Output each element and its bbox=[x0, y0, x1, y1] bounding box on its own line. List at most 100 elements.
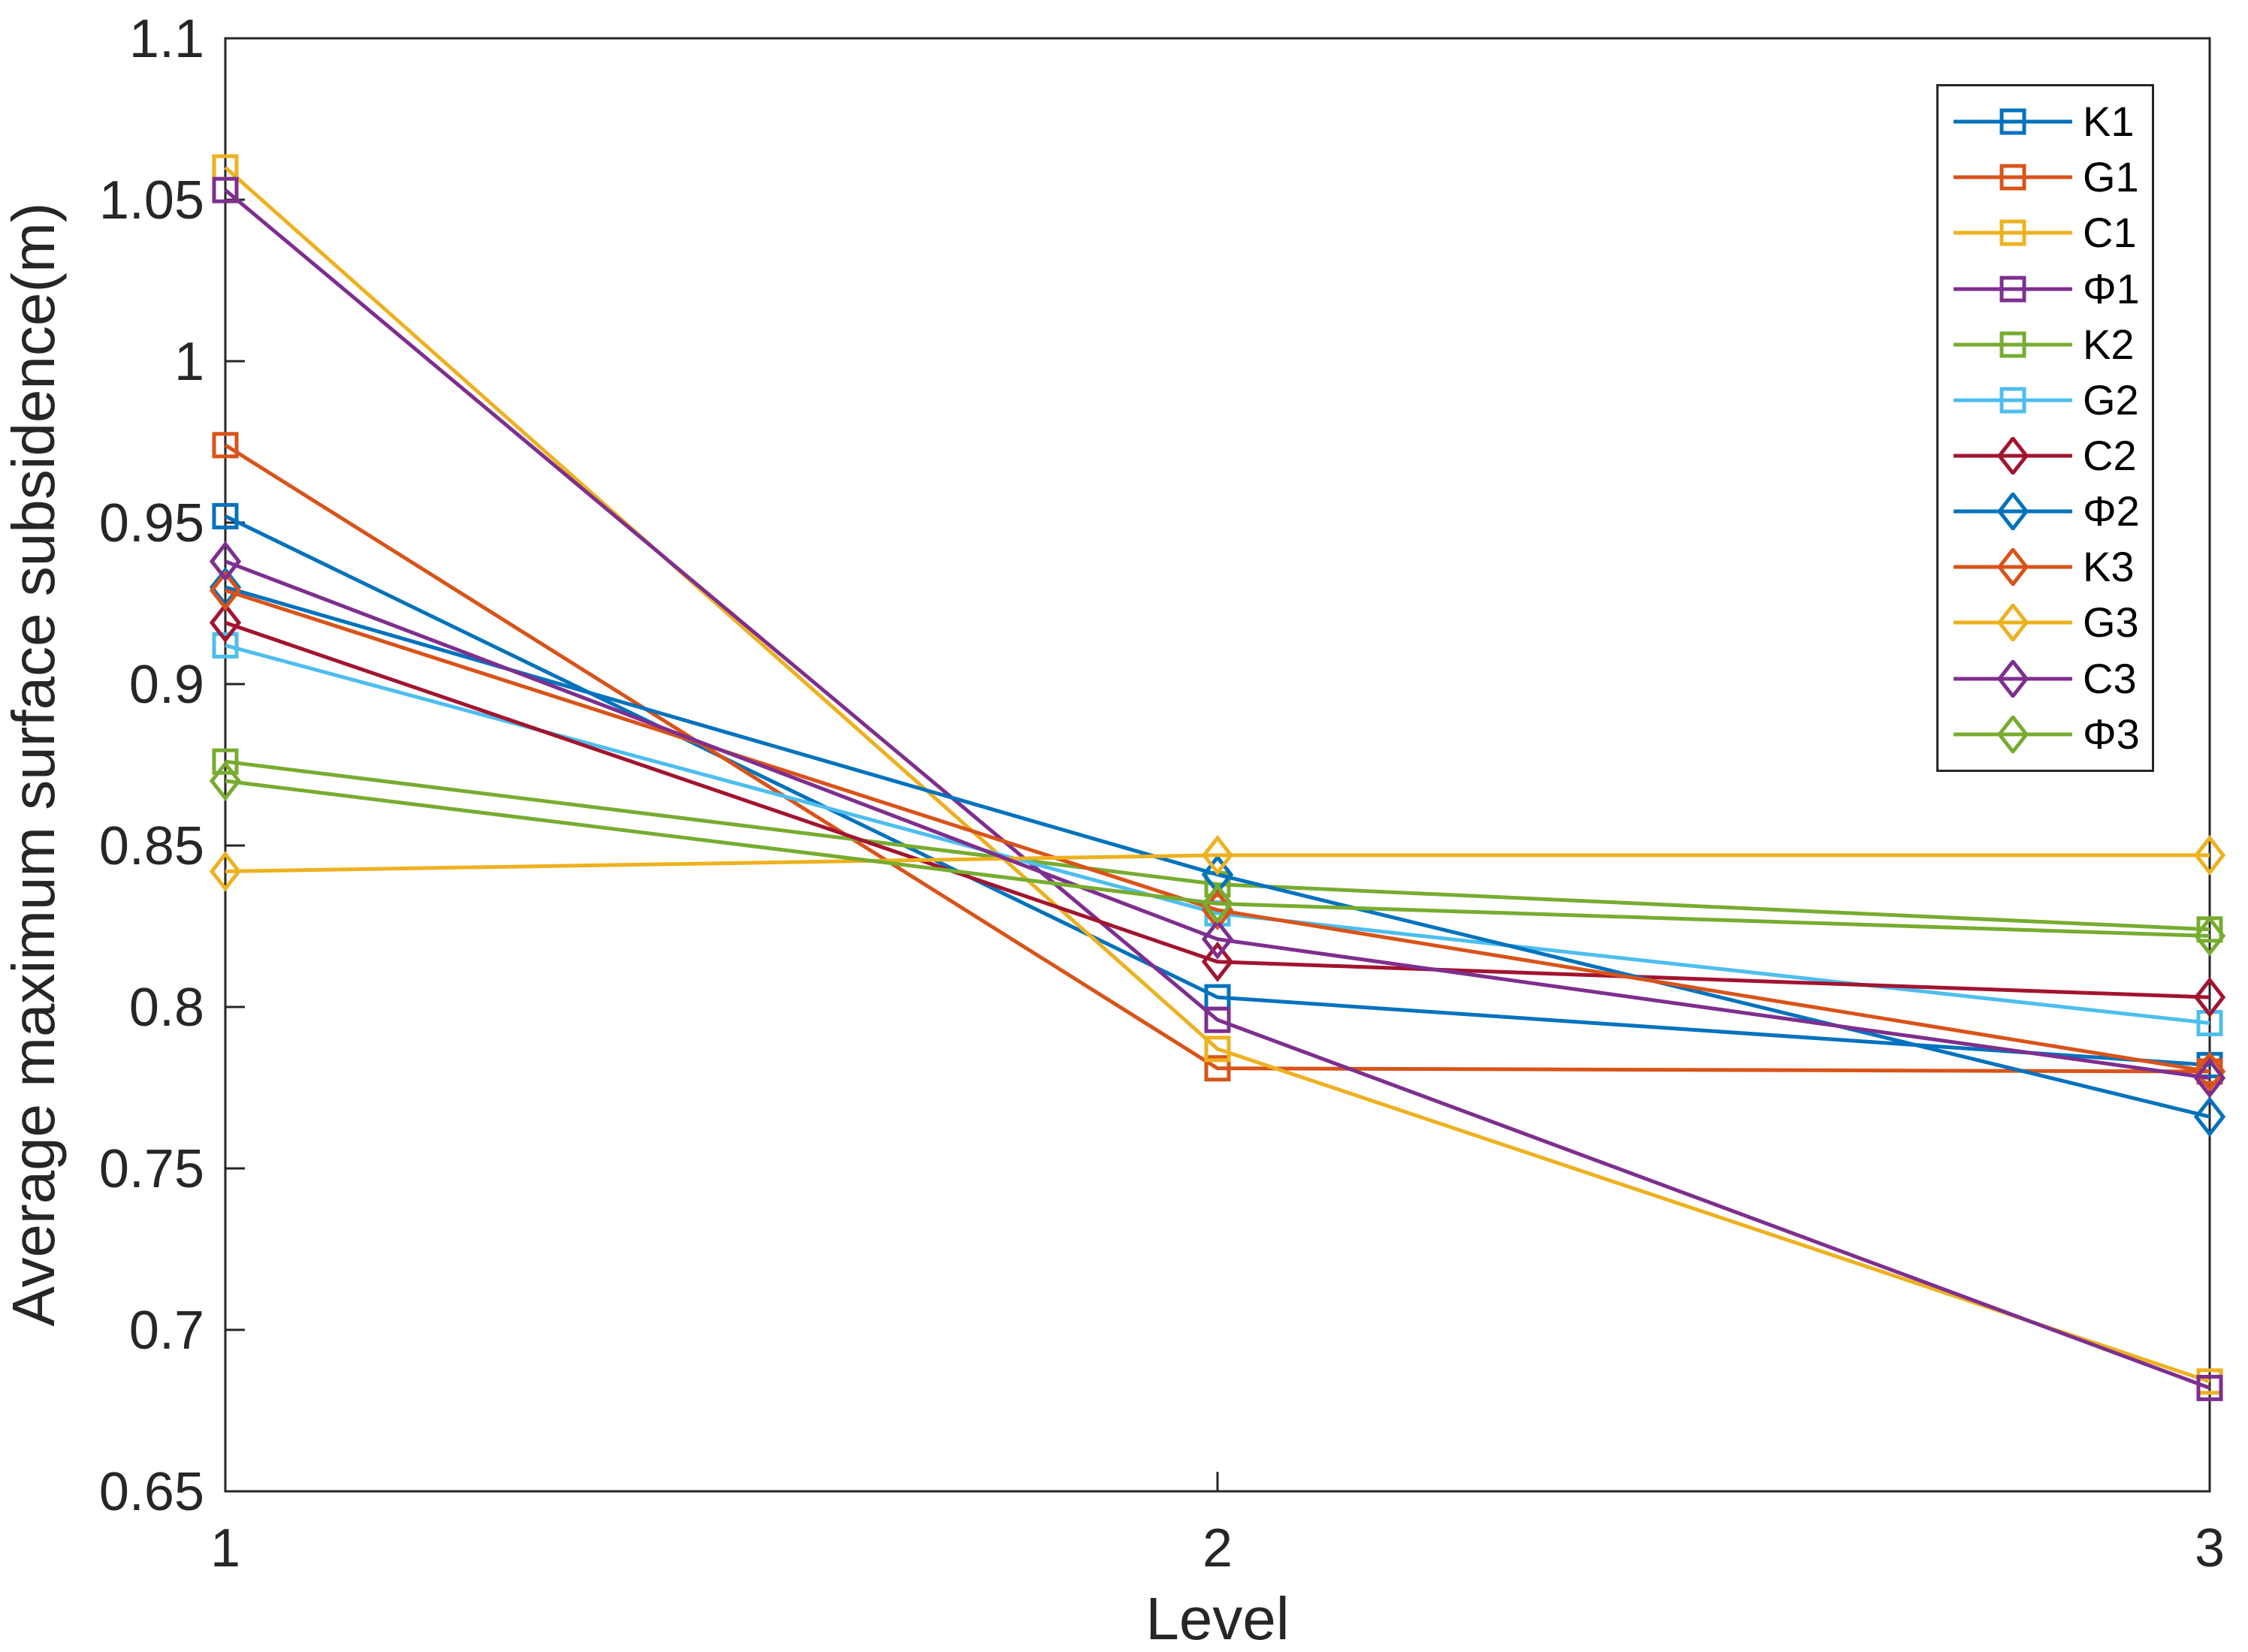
series-Φ2-marker bbox=[209, 566, 242, 608]
legend-marker bbox=[1996, 715, 2029, 753]
y-tick-label: 1.1 bbox=[129, 9, 204, 69]
legend-marker bbox=[1996, 493, 2029, 531]
series-K1-marker bbox=[212, 502, 239, 529]
y-tick-label: 0.65 bbox=[99, 1462, 204, 1522]
legend-marker bbox=[1999, 108, 2026, 135]
series-C1-marker bbox=[1204, 1036, 1231, 1063]
legend-marker bbox=[1996, 548, 2029, 586]
series-G1-marker bbox=[212, 432, 239, 459]
legend-sample-square-icon bbox=[1954, 219, 2072, 246]
legend: K1 G1 C1 Φ1 K2 G2 C2 Φ2 K3 G3 C3 Φ3 bbox=[1936, 84, 2154, 772]
legend-sample-square-icon bbox=[1954, 164, 2072, 191]
legend-entry-C2: C2 bbox=[1939, 435, 2152, 477]
y-tick-label: 0.95 bbox=[99, 493, 204, 553]
series-G2 bbox=[212, 632, 2223, 1036]
y-tick-label: 0.75 bbox=[99, 1139, 204, 1199]
legend-label: Φ2 bbox=[2083, 487, 2140, 535]
series-Φ1 bbox=[212, 176, 2223, 1401]
y-tick-label: 0.8 bbox=[129, 978, 204, 1038]
legend-entry-C3: C3 bbox=[1939, 654, 2152, 702]
y-tick-label: 1 bbox=[174, 332, 204, 392]
legend-label: Φ1 bbox=[2083, 264, 2140, 312]
series-Φ3-line bbox=[225, 779, 2210, 938]
series-C3 bbox=[209, 541, 2226, 1099]
series-G3-marker bbox=[1201, 834, 1234, 876]
series-K3-marker bbox=[209, 570, 242, 611]
legend-sample-diamond-icon bbox=[1954, 493, 2072, 531]
series-K2-marker bbox=[212, 748, 239, 775]
legend-sample-diamond-icon bbox=[1954, 604, 2072, 642]
series-G2-line bbox=[225, 643, 2210, 1025]
series-C2-marker bbox=[1201, 941, 1234, 982]
legend-entry-K3: K3 bbox=[1939, 546, 2152, 588]
series-G1-marker bbox=[1204, 1055, 1231, 1082]
y-tick-label: 0.9 bbox=[129, 655, 204, 715]
legend-label: Φ3 bbox=[2083, 710, 2140, 758]
series-Φ3-marker bbox=[2193, 915, 2226, 957]
legend-label: C2 bbox=[2083, 432, 2137, 480]
series-Φ1-marker bbox=[2196, 1374, 2223, 1401]
series-C3-marker bbox=[2193, 1057, 2226, 1099]
legend-entry-G3: G3 bbox=[1939, 601, 2152, 644]
legend-entry-C1: C1 bbox=[1939, 212, 2152, 254]
series-C2-line bbox=[225, 620, 2210, 999]
series-Φ3-marker bbox=[1201, 883, 1234, 924]
series-G3-marker bbox=[2193, 834, 2226, 876]
legend-entry-K2: K2 bbox=[1939, 320, 2152, 368]
series-C3-marker bbox=[1201, 918, 1234, 960]
legend-label: C1 bbox=[2083, 209, 2137, 257]
series-G3-line bbox=[225, 853, 2210, 873]
series-C1-line bbox=[224, 166, 2210, 1384]
series-K1-line bbox=[224, 514, 2210, 1067]
series-Φ1-marker bbox=[1204, 1006, 1231, 1033]
legend-entry-G2: G2 bbox=[1939, 375, 2152, 424]
series-G3 bbox=[209, 834, 2226, 892]
legend-sample-diamond-icon bbox=[1954, 548, 2072, 586]
legend-entry-Φ2: Φ2 bbox=[1939, 490, 2152, 532]
series-C3-marker bbox=[209, 541, 242, 582]
series-G2-marker bbox=[212, 632, 239, 659]
legend-sample-square-icon bbox=[1954, 276, 2072, 303]
x-tick-label: 1 bbox=[210, 1518, 240, 1578]
series-Φ3 bbox=[209, 760, 2226, 957]
legend-sample-diamond-icon bbox=[1954, 659, 2072, 698]
x-tick-label: 3 bbox=[2195, 1518, 2225, 1578]
y-tick-label: 0.85 bbox=[99, 816, 204, 876]
series-C3-line bbox=[225, 559, 2210, 1081]
series-Φ1-line bbox=[224, 188, 2210, 1390]
legend-label: G3 bbox=[2083, 598, 2139, 647]
legend-sample-diamond-icon bbox=[1954, 715, 2072, 753]
legend-entry-K1: K1 bbox=[1939, 101, 2152, 143]
series-C1 bbox=[212, 154, 2223, 1395]
x-axis-label: Level bbox=[1145, 1585, 1289, 1652]
legend-entry-Φ3: Φ3 bbox=[1939, 713, 2152, 755]
series-C2-marker bbox=[2193, 977, 2226, 1018]
series-Φ1-marker bbox=[212, 176, 239, 203]
legend-sample-diamond-icon bbox=[1954, 437, 2072, 475]
legend-label: C3 bbox=[2083, 654, 2137, 702]
series-K3 bbox=[209, 570, 2226, 1093]
legend-marker bbox=[1999, 331, 2026, 358]
series-K3-marker bbox=[2193, 1051, 2226, 1093]
series-K3-line bbox=[225, 588, 2210, 1074]
legend-marker bbox=[1999, 276, 2026, 303]
y-axis-label: Average maximum surface subsidence(m) bbox=[0, 203, 67, 1327]
legend-marker bbox=[1999, 219, 2026, 246]
y-tick-label: 0.7 bbox=[129, 1301, 204, 1361]
series-G3-marker bbox=[209, 851, 242, 892]
legend-label: G2 bbox=[2083, 375, 2139, 424]
legend-marker bbox=[1999, 387, 2026, 414]
series-G1-line bbox=[224, 443, 2210, 1074]
legend-label: K3 bbox=[2083, 543, 2135, 591]
series-Φ2-marker bbox=[2193, 1096, 2226, 1138]
legend-label: K2 bbox=[2083, 320, 2135, 368]
legend-label: K1 bbox=[2083, 98, 2135, 146]
x-tick-label: 2 bbox=[1202, 1518, 1233, 1578]
legend-label: G1 bbox=[2083, 153, 2139, 201]
legend-sample-square-icon bbox=[1954, 387, 2072, 414]
legend-marker bbox=[1996, 604, 2029, 642]
legend-entry-G1: G1 bbox=[1939, 156, 2152, 198]
series-C2 bbox=[209, 602, 2226, 1018]
legend-sample-square-icon bbox=[1954, 108, 2072, 135]
